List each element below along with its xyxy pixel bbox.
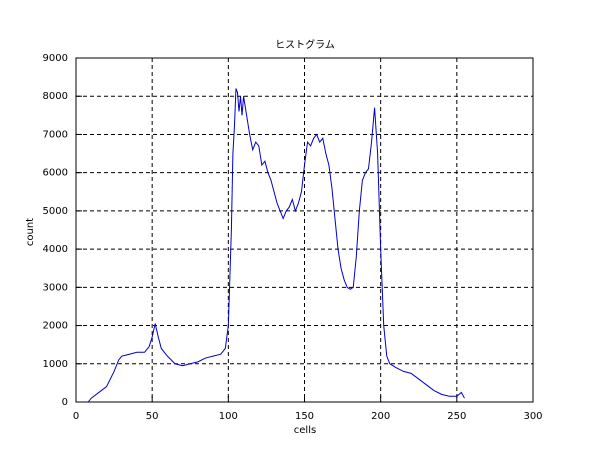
y-tick-label: 4000 [43, 244, 68, 255]
y-tick-label: 9000 [43, 53, 68, 64]
x-tick-label: 0 [73, 411, 79, 422]
x-tick-label: 150 [295, 411, 314, 422]
x-tick-label: 300 [523, 411, 542, 422]
x-tick-label: 100 [219, 411, 238, 422]
y-tick-label: 2000 [43, 321, 68, 332]
y-tick-label: 6000 [43, 168, 68, 179]
y-axis-label: count [25, 218, 36, 246]
x-tick-label: 200 [371, 411, 390, 422]
x-axis-label: cells [294, 425, 316, 436]
y-tick-label: 8000 [43, 91, 68, 102]
y-tick-label: 3000 [43, 282, 68, 293]
y-tick-label: 0 [62, 397, 68, 408]
y-tick-label: 7000 [43, 129, 68, 140]
chart-title: ヒストグラム [275, 38, 335, 51]
y-tick-label: 5000 [43, 206, 68, 217]
x-tick-label: 50 [146, 411, 159, 422]
data-line [87, 88, 465, 403]
y-tick-label: 1000 [43, 359, 68, 370]
x-tick-label: 250 [447, 411, 466, 422]
